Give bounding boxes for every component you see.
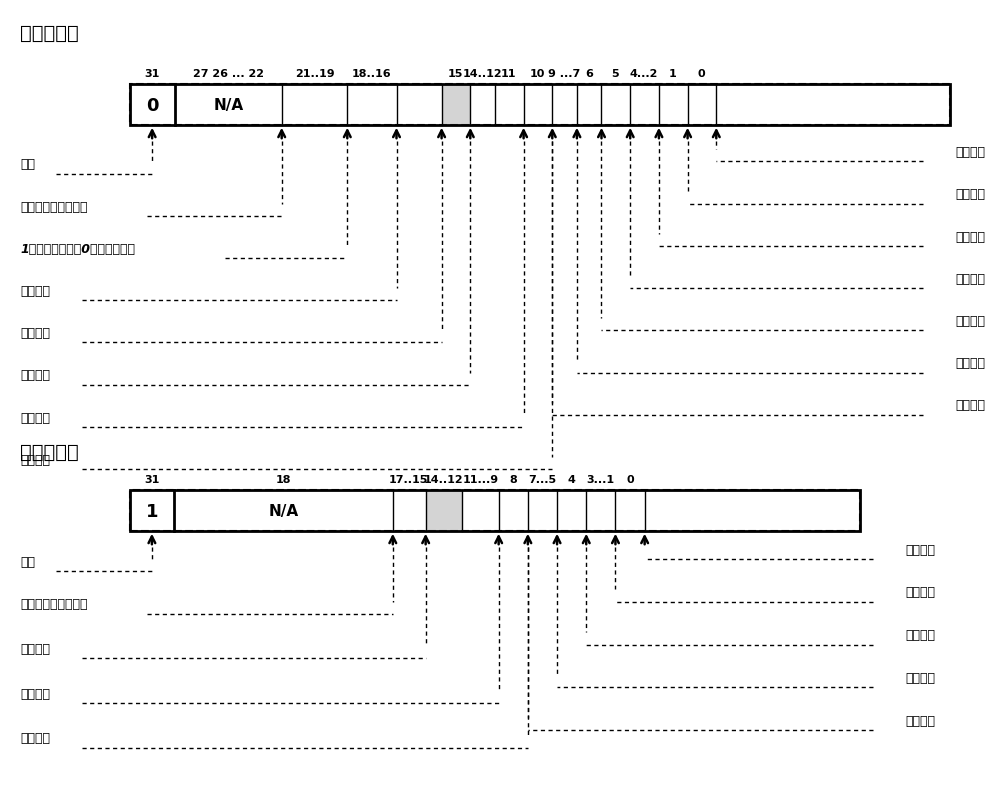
- Text: 18: 18: [276, 474, 291, 484]
- Text: 释放配置字: 释放配置字: [20, 442, 79, 461]
- Bar: [130, 491, 860, 531]
- Text: 核的坐标: 核的坐标: [905, 671, 935, 684]
- Text: 是否占用: 是否占用: [905, 714, 935, 727]
- Text: 是否占用: 是否占用: [905, 543, 935, 556]
- Text: 4: 4: [568, 474, 576, 484]
- Text: 释放: 释放: [20, 556, 35, 569]
- Text: N/A: N/A: [268, 504, 298, 518]
- Text: 3...1: 3...1: [587, 474, 615, 484]
- Bar: [130, 85, 950, 126]
- Text: 请求: 请求: [20, 158, 35, 171]
- Text: 11...9: 11...9: [462, 474, 498, 484]
- Text: 15: 15: [448, 69, 463, 79]
- Text: 核的坐标: 核的坐标: [20, 642, 50, 655]
- Text: 21..19: 21..19: [295, 69, 334, 79]
- Text: 是否占用: 是否占用: [955, 399, 985, 412]
- Text: 核的坐标: 核的坐标: [20, 411, 50, 424]
- Text: 是否接收: 是否接收: [20, 369, 50, 382]
- Text: 9 ...7: 9 ...7: [548, 69, 581, 79]
- Text: 0: 0: [146, 97, 159, 114]
- Text: 14..12: 14..12: [424, 474, 464, 484]
- Text: 是否占用: 是否占用: [955, 146, 985, 159]
- Text: 31: 31: [144, 69, 160, 79]
- Text: 1: 1: [669, 69, 677, 79]
- Text: 6: 6: [585, 69, 593, 79]
- Text: 5: 5: [612, 69, 619, 79]
- Text: 18..16: 18..16: [352, 69, 392, 79]
- Text: 核的坐标: 核的坐标: [20, 285, 50, 298]
- Text: 请求配置字: 请求配置字: [20, 24, 79, 43]
- Bar: [130, 85, 950, 126]
- Text: 11: 11: [501, 69, 517, 79]
- Text: 1：访问加速器；0：访问处理器: 1：访问加速器；0：访问处理器: [20, 242, 135, 255]
- Text: 1: 1: [146, 502, 158, 520]
- Text: 是否访问本地加速器: 是否访问本地加速器: [20, 200, 88, 213]
- Text: 8: 8: [509, 474, 517, 484]
- Text: 31: 31: [144, 474, 160, 484]
- Text: 是否占用: 是否占用: [955, 272, 985, 285]
- Text: 是否接收: 是否接收: [955, 315, 985, 328]
- Text: 核的坐标: 核的坐标: [20, 687, 50, 700]
- Text: 17..15: 17..15: [389, 474, 429, 484]
- Text: N/A: N/A: [213, 98, 243, 113]
- Text: 10: 10: [530, 69, 545, 79]
- Text: 14..12: 14..12: [463, 69, 502, 79]
- Text: 是否接收: 是否接收: [955, 188, 985, 201]
- Text: 核的坐标: 核的坐标: [905, 586, 935, 599]
- Bar: [426, 491, 462, 531]
- Bar: [130, 491, 860, 531]
- Text: 是否占用: 是否占用: [905, 629, 935, 642]
- Text: 核的坐标: 核的坐标: [955, 357, 985, 370]
- Text: 7...5: 7...5: [528, 474, 557, 484]
- Text: 核的坐标: 核的坐标: [20, 327, 50, 340]
- Text: 4...2: 4...2: [630, 69, 658, 79]
- Text: 0: 0: [698, 69, 705, 79]
- Text: 核的坐标: 核的坐标: [20, 732, 50, 744]
- Bar: [442, 85, 470, 126]
- Text: 是否访问本地加速器: 是否访问本地加速器: [20, 598, 88, 611]
- Text: 核的坐标: 核的坐标: [955, 230, 985, 243]
- Text: 27 26 ... 22: 27 26 ... 22: [193, 69, 264, 79]
- Text: 0: 0: [626, 474, 634, 484]
- Text: 是否接收: 是否接收: [20, 453, 50, 466]
